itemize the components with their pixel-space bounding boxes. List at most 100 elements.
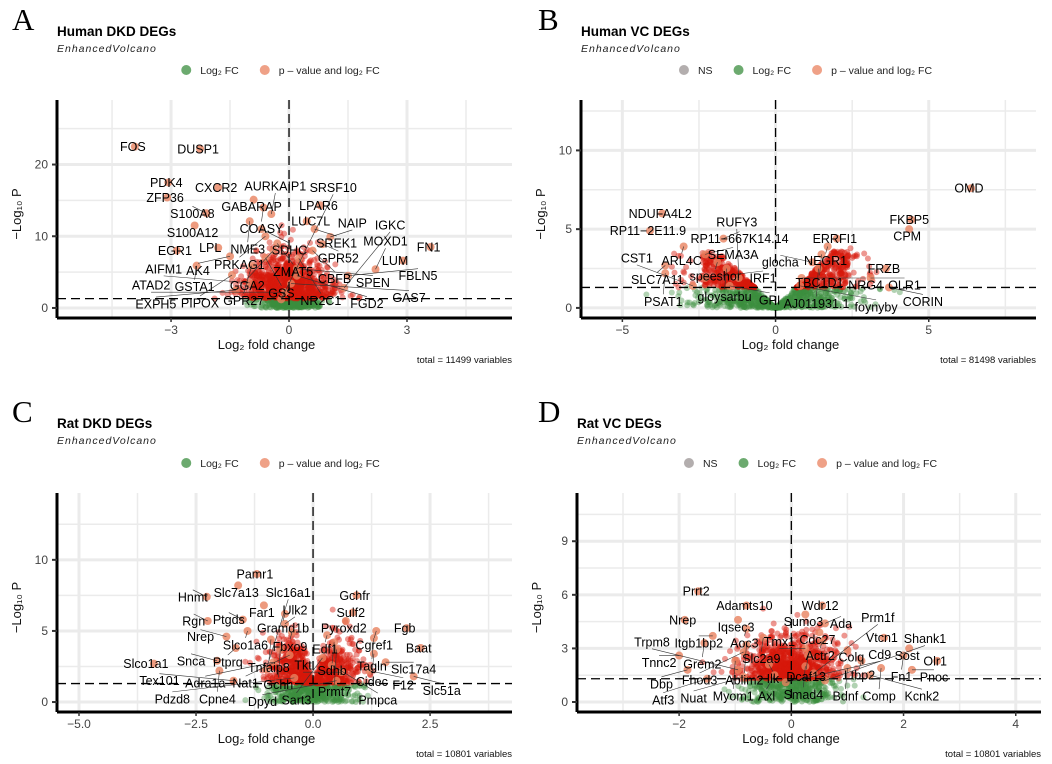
gene-label: AIFM1 xyxy=(145,262,182,276)
data-point xyxy=(297,301,304,308)
data-point xyxy=(269,296,276,303)
data-point xyxy=(290,304,297,311)
data-point xyxy=(296,302,303,309)
gene-label: CST1 xyxy=(621,251,653,265)
gene-label: SEMA3A xyxy=(708,248,759,262)
legend-label: Log₂ FC xyxy=(200,458,239,470)
data-point xyxy=(303,295,310,302)
data-point xyxy=(864,255,871,262)
data-point xyxy=(283,299,290,306)
data-point xyxy=(291,295,298,302)
data-point xyxy=(326,299,333,306)
data-point xyxy=(306,303,313,310)
data-point xyxy=(292,298,299,305)
data-point xyxy=(268,300,275,307)
gene-label: Hnmt xyxy=(178,590,208,604)
data-point xyxy=(312,301,319,308)
data-point xyxy=(297,301,303,308)
data-point xyxy=(291,300,298,307)
gene-label: OMD xyxy=(954,182,983,196)
gene-label: GPR27 xyxy=(223,294,264,308)
data-point xyxy=(290,296,297,303)
data-point xyxy=(246,297,253,304)
data-point xyxy=(288,297,295,304)
data-point xyxy=(305,304,311,311)
data-point xyxy=(346,651,353,658)
data-point xyxy=(267,285,274,292)
data-point xyxy=(252,279,259,286)
legend-key-log2fc xyxy=(181,458,192,468)
data-point xyxy=(295,301,302,308)
data-point xyxy=(280,304,286,311)
gene-label: GSS xyxy=(268,286,294,300)
data-point xyxy=(262,276,268,283)
data-point xyxy=(275,304,282,311)
data-point xyxy=(299,303,306,310)
data-point xyxy=(294,303,300,310)
data-point xyxy=(261,291,268,298)
data-point xyxy=(275,303,282,310)
data-point xyxy=(290,286,297,293)
data-point xyxy=(302,303,309,310)
gene-label: Adra1a xyxy=(185,677,225,691)
data-point xyxy=(283,262,290,269)
data-point xyxy=(271,299,278,306)
gene-label: NAIP xyxy=(338,217,367,231)
data-point xyxy=(315,304,322,310)
gene-label: Fbxo9 xyxy=(273,640,308,654)
data-point xyxy=(297,304,304,311)
data-point xyxy=(267,282,274,289)
data-point xyxy=(298,304,305,310)
data-point xyxy=(308,299,315,305)
data-point xyxy=(295,304,302,311)
data-point xyxy=(318,288,325,295)
data-point xyxy=(270,301,277,308)
data-point xyxy=(310,302,317,309)
x-axis-label: Log₂ fold change xyxy=(218,337,316,352)
data-point xyxy=(255,299,262,306)
gene-label: PDK4 xyxy=(150,176,183,190)
data-point xyxy=(314,300,321,307)
data-point xyxy=(250,301,257,307)
gene-label: CXCR2 xyxy=(195,181,237,195)
chart-title: Human VC DEGs xyxy=(581,24,690,39)
data-point xyxy=(690,302,697,309)
data-point xyxy=(279,302,286,308)
data-point xyxy=(309,302,316,309)
label-connector xyxy=(413,676,442,684)
legend-key-ns xyxy=(678,65,689,75)
data-point xyxy=(295,304,302,311)
data-point xyxy=(325,291,332,298)
data-point xyxy=(329,606,336,613)
data-point xyxy=(292,299,299,305)
data-point xyxy=(272,304,279,311)
data-point xyxy=(271,301,278,307)
data-point xyxy=(282,301,289,308)
gene-label: Rgn xyxy=(182,615,205,629)
gene-label: FRZB xyxy=(868,262,901,276)
data-point xyxy=(263,296,269,303)
panel-letter: B xyxy=(538,2,559,37)
x-tick-label: 0 xyxy=(772,323,779,337)
data-point xyxy=(283,301,290,308)
data-point xyxy=(281,303,288,310)
data-point xyxy=(295,301,302,308)
data-point xyxy=(307,301,314,308)
data-point xyxy=(281,303,288,310)
data-point xyxy=(307,302,314,309)
x-tick-label: 2.5 xyxy=(422,717,439,731)
data-point xyxy=(263,283,270,290)
legend-key-ns xyxy=(683,458,694,468)
data-point xyxy=(310,303,317,310)
data-point xyxy=(301,301,308,308)
data-point xyxy=(254,654,261,661)
data-point xyxy=(296,304,303,311)
data-point xyxy=(247,297,254,303)
legend-label: p – value and log₂ FC xyxy=(279,65,380,77)
data-point xyxy=(302,300,309,306)
data-point xyxy=(294,290,301,297)
gene-label: ARL4C xyxy=(661,254,701,268)
y-tick-label: 5 xyxy=(565,222,572,236)
gene-label: FN1 xyxy=(417,241,441,255)
gene-label: EXPH5 xyxy=(135,298,176,312)
